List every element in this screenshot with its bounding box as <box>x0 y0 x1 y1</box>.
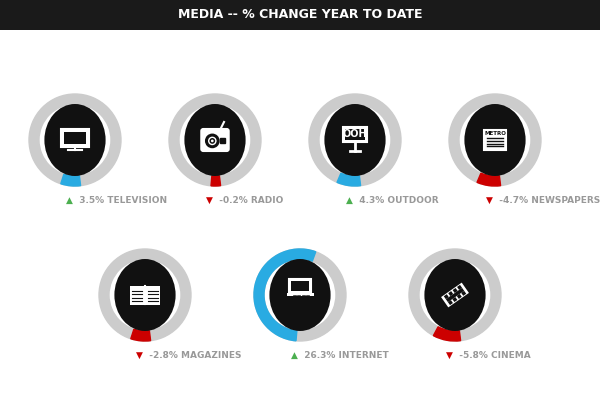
Bar <box>220 138 225 143</box>
Wedge shape <box>254 249 316 341</box>
Text: -2.8% MAGAZINES: -2.8% MAGAZINES <box>143 351 241 360</box>
FancyBboxPatch shape <box>64 132 86 145</box>
Bar <box>457 294 462 299</box>
Text: -0.2% RADIO: -0.2% RADIO <box>213 196 283 205</box>
Text: 3.5% TELEVISION: 3.5% TELEVISION <box>73 196 167 205</box>
Ellipse shape <box>184 104 245 176</box>
Text: ▲: ▲ <box>66 196 73 205</box>
Text: -5.8% CINEMA: -5.8% CINEMA <box>453 351 531 360</box>
Ellipse shape <box>325 104 386 176</box>
Ellipse shape <box>115 259 176 331</box>
Circle shape <box>206 134 218 147</box>
Text: OOH: OOH <box>343 129 367 139</box>
Ellipse shape <box>44 104 106 176</box>
Bar <box>291 281 309 291</box>
Text: ▲: ▲ <box>291 351 298 360</box>
Bar <box>452 288 458 293</box>
Ellipse shape <box>464 104 526 176</box>
Text: ▲: ▲ <box>346 196 353 205</box>
Bar <box>287 293 314 296</box>
Bar <box>448 291 453 296</box>
Ellipse shape <box>269 259 331 331</box>
Wedge shape <box>433 327 461 341</box>
Text: ▼: ▼ <box>446 351 453 360</box>
Bar <box>0 0 600 30</box>
Text: 4.3% OUTDOOR: 4.3% OUTDOOR <box>353 196 439 205</box>
Text: ▼: ▼ <box>206 196 213 205</box>
Bar <box>444 294 449 299</box>
FancyBboxPatch shape <box>146 286 160 305</box>
Bar <box>452 297 457 302</box>
Bar <box>289 279 311 293</box>
Text: ▼: ▼ <box>486 196 493 205</box>
Bar <box>446 288 464 302</box>
Ellipse shape <box>424 259 485 331</box>
Wedge shape <box>337 173 361 186</box>
Text: MEDIA -- % CHANGE YEAR TO DATE: MEDIA -- % CHANGE YEAR TO DATE <box>178 9 422 21</box>
Bar <box>343 127 367 142</box>
Bar <box>441 283 469 307</box>
Circle shape <box>211 140 214 142</box>
Text: -4.7% NEWSPAPERS: -4.7% NEWSPAPERS <box>493 196 600 205</box>
FancyBboxPatch shape <box>61 129 89 147</box>
Bar <box>461 291 466 296</box>
FancyBboxPatch shape <box>202 129 229 151</box>
Text: 26.3% INTERNET: 26.3% INTERNET <box>298 351 389 360</box>
Bar <box>484 130 506 150</box>
FancyBboxPatch shape <box>130 286 144 305</box>
Text: METRO: METRO <box>484 131 506 136</box>
Wedge shape <box>211 176 221 186</box>
Bar <box>448 300 453 305</box>
Bar <box>457 285 462 290</box>
Wedge shape <box>61 174 80 186</box>
Wedge shape <box>477 173 500 186</box>
Bar <box>345 129 365 140</box>
Wedge shape <box>131 329 151 341</box>
Text: ▼: ▼ <box>136 351 143 360</box>
Circle shape <box>209 137 216 145</box>
